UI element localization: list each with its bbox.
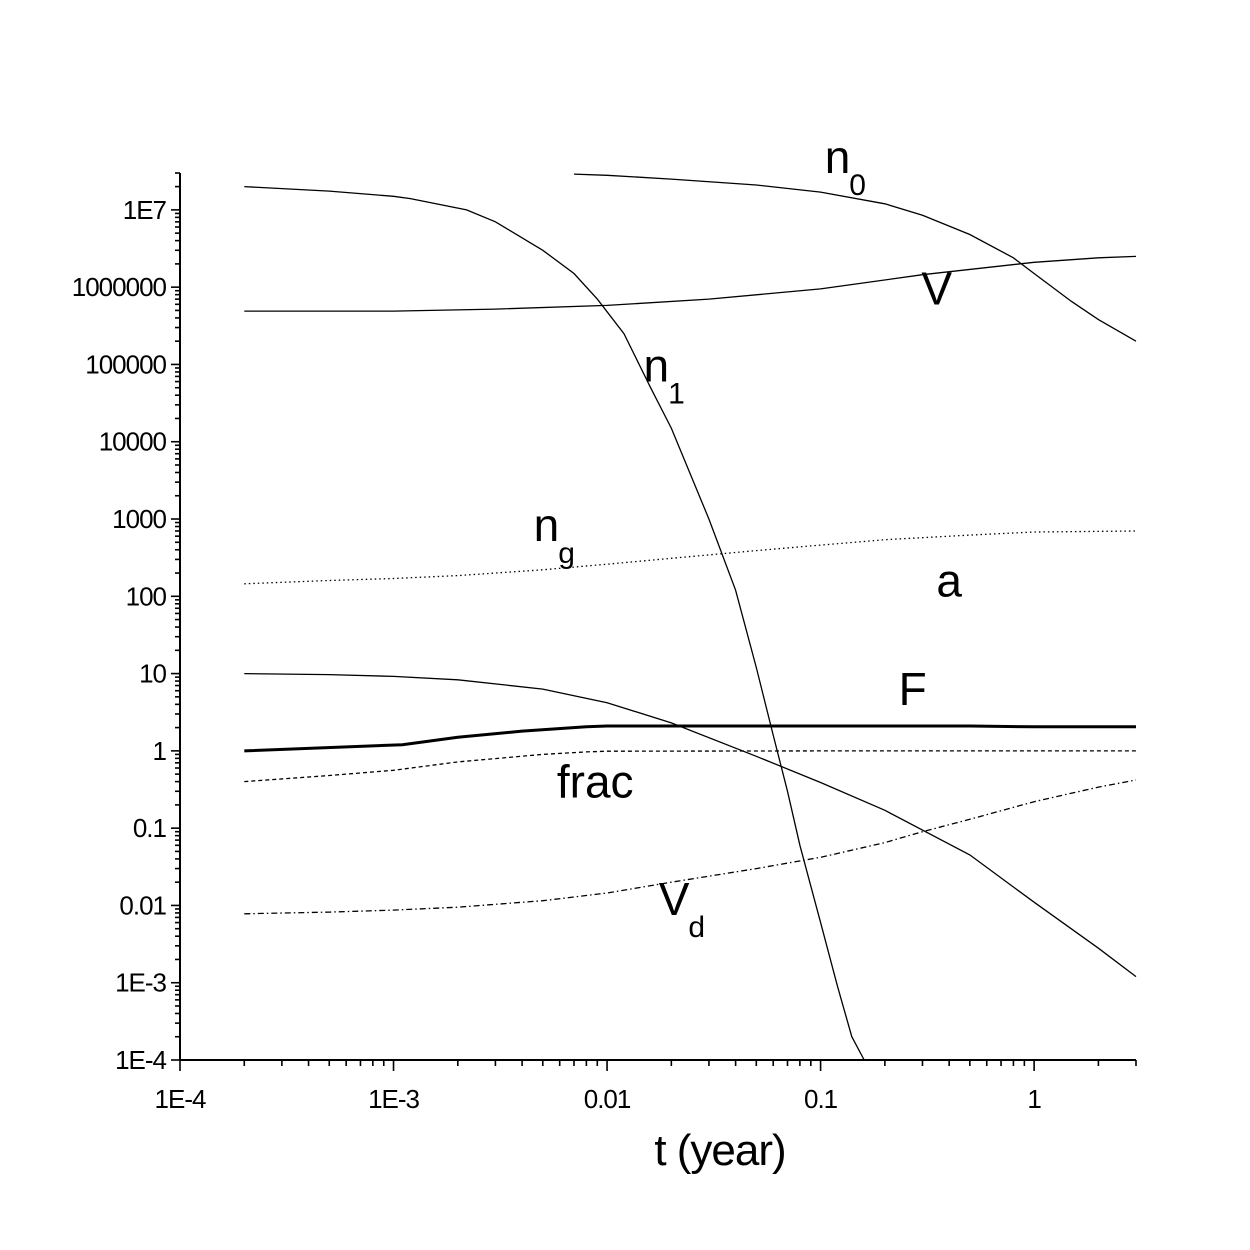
x-axis-label: t (year): [654, 1126, 785, 1175]
series-line-ng: [244, 530, 1137, 585]
y-tick-label: 100: [126, 581, 167, 611]
annotation-n1: n: [643, 340, 669, 392]
y-tick-label: 0.01: [119, 890, 166, 920]
x-tick-label: 1E-3: [368, 1084, 419, 1114]
annotation-n0: n: [825, 131, 851, 183]
series-line-F: [244, 724, 1136, 753]
annotation-n1-subscript: 1: [668, 378, 685, 411]
x-tick-label: 1: [1027, 1084, 1041, 1114]
annotation-a: a: [936, 554, 962, 606]
x-tick-label: 0.1: [804, 1084, 838, 1114]
y-tick-label: 10000: [99, 427, 167, 457]
x-ticks: 1E-4 1E-3 0.01 0.1 1: [155, 1060, 1137, 1114]
annotation-V: V: [921, 262, 952, 314]
series-line-n1: [244, 185, 865, 1061]
series-line-Vd: [244, 779, 1137, 915]
axes-layer: [179, 173, 1136, 1061]
annotation-Vd: V: [659, 873, 690, 925]
x-tick-label: 0.01: [584, 1084, 631, 1114]
series-line-V: [244, 255, 1137, 312]
annotation-ng-subscript: g: [558, 537, 575, 570]
y-tick-label: 1E-4: [115, 1045, 166, 1075]
series-line-a: [244, 672, 1137, 978]
series-layer: [244, 173, 1137, 1061]
y-tick-label: 100000: [85, 349, 166, 379]
y-tick-label: 0.1: [133, 813, 167, 843]
annotation-frac: frac: [557, 755, 634, 807]
annotation-Vd-subscript: d: [688, 911, 705, 944]
y-ticks: 1E-4 1E-3 0.01 0.1 1 10 100 1000 10000 100000 1000…: [72, 172, 180, 1075]
series-line-n0: [573, 173, 1137, 342]
y-tick-label: 1E-3: [115, 968, 166, 998]
y-tick-label: 10: [139, 659, 166, 689]
annotation-ng: n: [534, 499, 560, 551]
y-tick-label: 1000000: [72, 272, 167, 302]
series-line-frac: [244, 750, 1136, 783]
x-tick-label: 1E-4: [155, 1084, 206, 1114]
y-tick-label: 1E7: [123, 195, 167, 225]
annotation-n0-subscript: 0: [849, 169, 866, 202]
annotation-F: F: [899, 663, 927, 715]
y-tick-label: 1000: [112, 504, 166, 534]
y-tick-label: 1: [153, 736, 167, 766]
